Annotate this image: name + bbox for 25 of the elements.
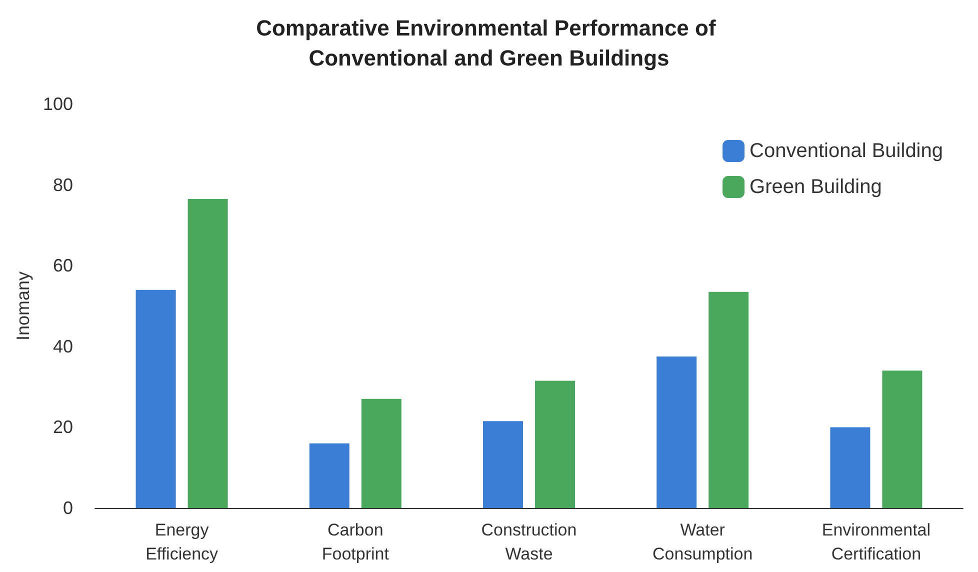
- legend-label: Conventional Building: [750, 140, 943, 162]
- bar: [136, 290, 176, 508]
- bar: [882, 370, 922, 508]
- bar: [535, 380, 575, 508]
- x-tick-label: Energy Efficiency: [146, 520, 219, 564]
- y-axis-title: Inomany: [13, 271, 34, 341]
- bar: [361, 398, 402, 508]
- bar: [830, 427, 870, 508]
- y-tick-label: 20: [52, 417, 73, 438]
- y-tick-label: 100: [42, 94, 73, 114]
- y-tick-label: 40: [52, 336, 73, 356]
- bar: [656, 356, 697, 508]
- bar: [309, 443, 350, 508]
- bar: [483, 421, 523, 508]
- x-tick-label: Carbon Footprint: [322, 520, 390, 564]
- y-tick-label: 80: [52, 174, 73, 195]
- x-tick-label: Construction Waste: [481, 520, 577, 564]
- y-tick-label: 0: [62, 498, 73, 518]
- x-tick-label: Environmental Certification: [822, 520, 931, 564]
- bar: [708, 292, 749, 508]
- chart-title: Comparative Environmental Performance of Conventional and Green Buildings: [256, 16, 722, 70]
- x-tick-label: Water Consumption: [652, 520, 753, 564]
- y-tick-label: 60: [52, 256, 73, 276]
- legend-label: Green Building: [750, 176, 882, 198]
- bar: [188, 198, 228, 508]
